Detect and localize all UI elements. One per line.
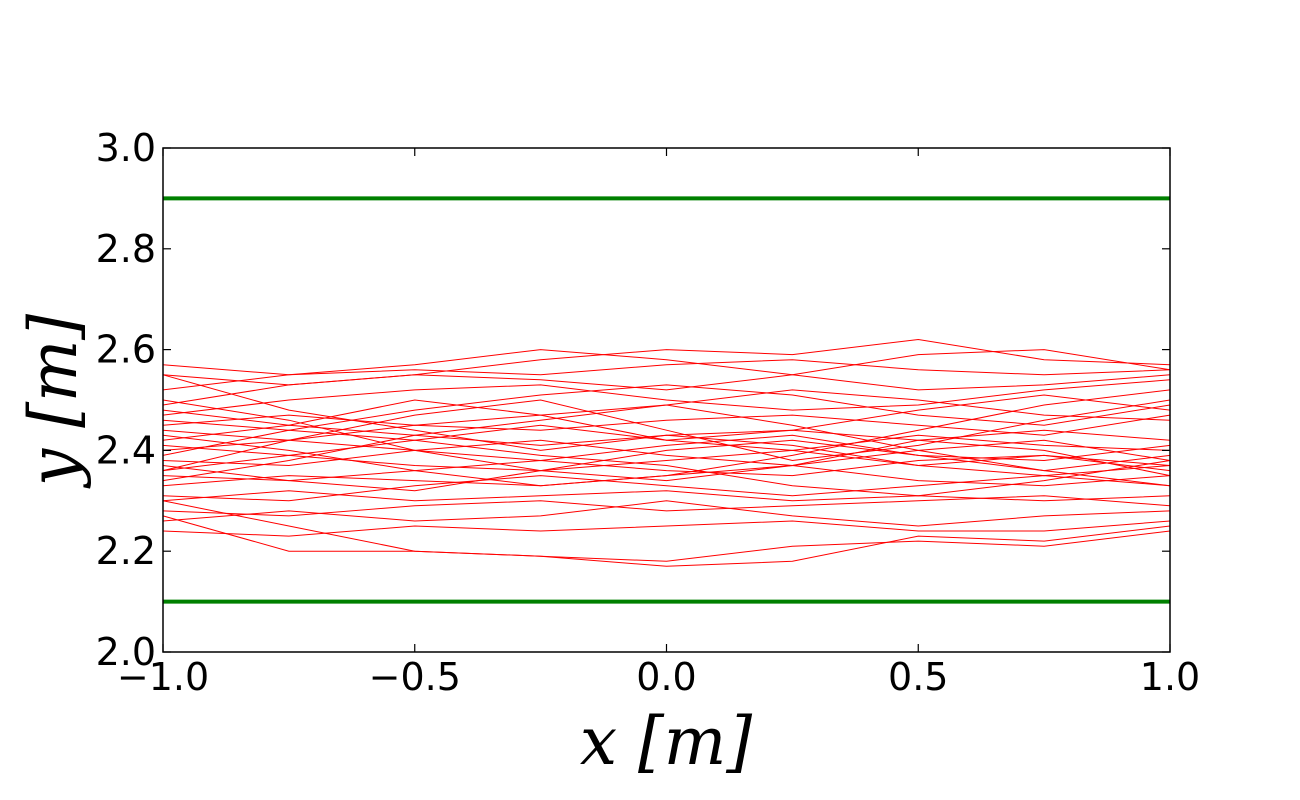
trajectory-line-8 <box>162 414 1171 441</box>
trajectory-line-3 <box>162 349 1171 391</box>
x-tick-label: −1.0 <box>117 655 209 699</box>
y-tick-label: 2.0 <box>96 630 156 674</box>
y-axis-title: y [m] <box>15 314 92 490</box>
trajectory-line-25 <box>162 399 1171 482</box>
trajectory-line-20 <box>162 520 1171 537</box>
trajectory-line-24 <box>162 399 1171 472</box>
trajectory-line-21 <box>162 500 1171 562</box>
x-tick-label: 1.0 <box>1140 655 1200 699</box>
trajectory-line-12 <box>162 439 1171 467</box>
x-tick-label: 0.0 <box>636 655 696 699</box>
trajectory-line-6 <box>162 384 1171 431</box>
y-tick-label: 2.6 <box>96 328 156 372</box>
trajectory-line-26 <box>162 404 1171 487</box>
y-tick-label: 2.2 <box>96 529 156 573</box>
x-tick-label: 0.5 <box>888 655 948 699</box>
trajectory-line-18 <box>162 495 1171 517</box>
y-tick-label: 3.0 <box>96 126 156 170</box>
trajectory-line-30 <box>162 439 1171 492</box>
boundary-layer <box>163 196 1170 604</box>
tick-layer: −1.0 −0.5 0.0 0.5 1.0 2.0 2.2 2.4 2.6 2.8 3.0 <box>96 126 1201 699</box>
x-tick-label: −0.5 <box>369 655 461 699</box>
y-tick-label: 2.4 <box>96 428 156 472</box>
trajectory-line-5 <box>162 379 1171 416</box>
trajectory-line-29 <box>162 394 1171 441</box>
trajectory-line-2 <box>162 338 1171 386</box>
trajectory-line-19 <box>162 500 1171 527</box>
trajectory-line-17 <box>162 490 1171 502</box>
x-axis-title: x [m] <box>580 703 753 780</box>
trajectory-line-16 <box>162 475 1171 502</box>
trajectory-line-13 <box>162 449 1171 477</box>
trajectory-line-1 <box>162 359 1171 376</box>
series-layer <box>162 338 1171 567</box>
y-tick-label: 2.8 <box>96 227 156 271</box>
trajectory-line-28 <box>162 429 1171 497</box>
trajectory-line-22 <box>162 515 1171 567</box>
trajectory-line-27 <box>162 389 1171 487</box>
trajectory-line-4 <box>162 349 1171 406</box>
